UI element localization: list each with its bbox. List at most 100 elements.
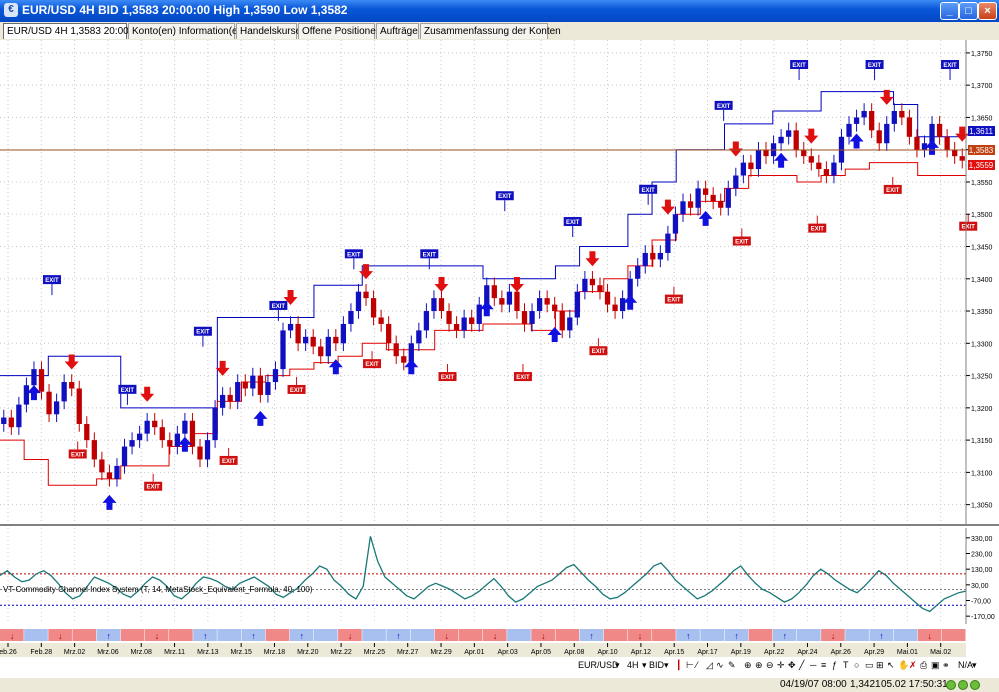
close-button[interactable]: × [978, 2, 997, 20]
candle-body [529, 311, 535, 324]
strip-cell [700, 629, 724, 641]
grid-icon[interactable]: ⊞ [876, 660, 884, 670]
strip-cell [893, 629, 918, 641]
tab-account-info[interactable]: Konto(en) Information(en) [128, 23, 247, 39]
text-tool-icon[interactable]: T [843, 660, 849, 670]
candle-body [69, 382, 75, 389]
minimize-button[interactable]: _ [940, 2, 959, 20]
date-tick-label: Mrz.08 [131, 649, 153, 656]
price-tick-label: 1,3550 [971, 180, 993, 187]
sell-arrow-icon [879, 89, 894, 105]
exit-tag-label: EXIT [962, 225, 976, 231]
side-select[interactable]: BID [649, 660, 665, 670]
candle-body [687, 201, 694, 208]
candle-body [612, 304, 618, 312]
sell-arrow-icon [64, 354, 79, 370]
strip-cell [434, 629, 459, 641]
strategy-icon[interactable]: ✎ [728, 660, 736, 670]
magnifier-icon[interactable]: ⊕ [744, 660, 752, 670]
period-select[interactable]: 4H [627, 660, 639, 670]
strip-cell [507, 629, 531, 641]
ellipse-icon[interactable]: ○ [854, 660, 860, 670]
candle-body [884, 123, 890, 144]
indicator-axis: 330,00 230,00 130,00 30,00 -70,00 -170,00 [966, 536, 995, 621]
side-dropdown-icon[interactable]: ▾ [664, 660, 669, 670]
price-tick-label: 1,3650 [971, 115, 993, 122]
period-dropdown-icon[interactable]: ▾ [642, 660, 647, 670]
chart-svg[interactable]: EXIT EXIT EXIT EXIT EXIT EXIT EXIT EXIT EXIT EXIT… [0, 40, 999, 678]
strip-down-arrow-icon: ↓ [831, 631, 836, 641]
zoom-out-icon[interactable]: ⊖ [766, 660, 774, 670]
maximize-button[interactable]: □ [959, 2, 978, 20]
strip-cell [555, 629, 580, 641]
print-icon[interactable]: ⎙ [920, 660, 928, 670]
buy-arrow-icon [479, 301, 494, 317]
hline-icon[interactable]: ─ [810, 660, 817, 670]
symbol-select[interactable]: EUR/USD [578, 660, 619, 670]
candle-body [695, 188, 701, 208]
candle-body [619, 298, 626, 312]
draw-line-icon[interactable]: ╱ [799, 660, 805, 670]
strip-cell [144, 629, 169, 641]
candle-body [16, 404, 22, 428]
exit-tag-label: EXIT [943, 63, 957, 69]
symbol-dropdown-icon[interactable]: ▾ [615, 660, 620, 670]
strip-cell [24, 629, 48, 641]
tab-account-summary[interactable]: Zusammenfassung der Konten [420, 23, 561, 39]
exit-tag [68, 449, 87, 459]
indicator-icon[interactable]: ∿ [716, 660, 724, 670]
strip-cell [338, 629, 362, 641]
candle-body [453, 323, 460, 331]
candle-body [710, 194, 716, 202]
tab-trading-rates[interactable]: Handelskurse [236, 23, 301, 39]
candle-body [763, 149, 769, 157]
strip-cell [72, 629, 97, 641]
candle-body [861, 110, 867, 118]
move-icon[interactable]: ✥ [788, 660, 796, 670]
chart-area[interactable]: EXIT EXIT EXIT EXIT EXIT EXIT EXIT EXIT EXIT EXIT… [0, 40, 999, 678]
candle-body [657, 252, 663, 260]
crosshair-icon[interactable]: ✛ [777, 660, 785, 670]
strip-cell [652, 629, 676, 641]
bar-type-icon[interactable]: ⊢ [686, 660, 694, 670]
tab-orders[interactable]: Aufträge [376, 23, 419, 39]
candle-body [318, 346, 324, 357]
zoom-dropdown-icon[interactable]: ▾ [972, 660, 977, 670]
line-type-icon[interactable]: ⁄ [696, 660, 698, 670]
area-type-icon[interactable]: ◿ [706, 660, 713, 670]
zoom-select[interactable]: N/A [958, 660, 974, 670]
strip-up-arrow-icon: ↑ [106, 631, 111, 641]
exit-tag-label: EXIT [868, 63, 882, 69]
price-grid [0, 40, 966, 524]
candle-body [876, 130, 882, 144]
date-tick-label: Apr.22 [764, 649, 784, 656]
link-icon[interactable]: ⚭ [942, 660, 950, 670]
date-tick-label: Apr.19 [731, 649, 751, 656]
tab-chart[interactable]: EUR/USD 4H 1,3583 20:00:00 [3, 23, 143, 39]
sell-arrow-icon [728, 141, 743, 157]
candle-type-icon[interactable]: ┃ [676, 660, 682, 670]
strip-cell [410, 629, 435, 641]
price-marker-current: 1,3583 [968, 145, 995, 155]
strip-cell [531, 629, 555, 641]
candle-body [914, 136, 920, 150]
channel-icon[interactable]: ≡ [821, 660, 827, 670]
price-tick-label: 1,3500 [971, 212, 993, 219]
strip-cell [386, 629, 411, 641]
hand-icon[interactable]: ✋ [898, 660, 910, 670]
delete-drawing-icon[interactable]: ✗ [909, 660, 917, 670]
candle-body [53, 401, 60, 415]
tab-open-positions[interactable]: Offene Positionen [298, 23, 381, 39]
fibonacci-icon[interactable]: ƒ [832, 660, 838, 670]
date-tick-label: Mrz.22 [330, 649, 352, 656]
zoom-in-icon[interactable]: ⊕ [755, 660, 763, 670]
rectangle-icon[interactable]: ▭ [865, 660, 874, 670]
strip-cell [169, 629, 193, 641]
date-tick-label: Mrz.18 [264, 649, 286, 656]
candle-body [408, 343, 414, 363]
arrow-tool-icon[interactable]: ↖ [887, 660, 895, 670]
status-bar: 04/19/07 08:00 1,3421 05.02 17:50:31 [0, 678, 999, 692]
save-chart-icon[interactable]: ▣ [931, 660, 940, 670]
candle-body [672, 214, 679, 234]
candle-body [793, 130, 799, 150]
